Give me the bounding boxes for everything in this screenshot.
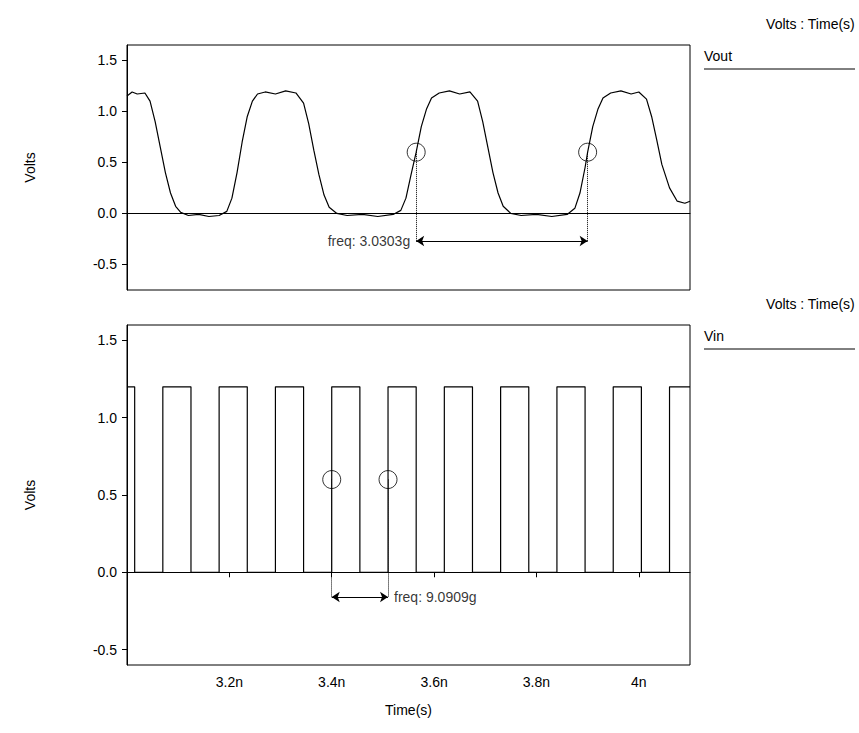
svg-text:Volts: Volts — [22, 480, 38, 510]
svg-text:3.4n: 3.4n — [318, 674, 345, 690]
svg-text:0.5: 0.5 — [98, 154, 118, 170]
svg-text:0.0: 0.0 — [98, 564, 118, 580]
svg-text:3.2n: 3.2n — [216, 674, 243, 690]
svg-text:4n: 4n — [631, 674, 647, 690]
svg-text:0.0: 0.0 — [98, 205, 118, 221]
svg-text:3.6n: 3.6n — [420, 674, 447, 690]
svg-text:Vout: Vout — [704, 48, 732, 64]
svg-text:1.5: 1.5 — [98, 52, 118, 68]
svg-text:-0.5: -0.5 — [93, 642, 117, 658]
svg-text:Vin: Vin — [704, 328, 724, 344]
svg-text:1.5: 1.5 — [98, 332, 118, 348]
svg-text:3.8n: 3.8n — [523, 674, 550, 690]
svg-text:freq: 3.0303g: freq: 3.0303g — [328, 233, 411, 249]
svg-text:Volts: Volts — [22, 152, 38, 182]
svg-text:0.5: 0.5 — [98, 487, 118, 503]
svg-text:Time(s): Time(s) — [385, 702, 432, 718]
svg-text:freq: 9.0909g: freq: 9.0909g — [394, 589, 477, 605]
svg-text:Volts : Time(s): Volts : Time(s) — [766, 16, 855, 32]
svg-text:Volts : Time(s): Volts : Time(s) — [766, 296, 855, 312]
svg-text:1.0: 1.0 — [98, 410, 118, 426]
svg-text:1.0: 1.0 — [98, 103, 118, 119]
svg-text:-0.5: -0.5 — [93, 256, 117, 272]
